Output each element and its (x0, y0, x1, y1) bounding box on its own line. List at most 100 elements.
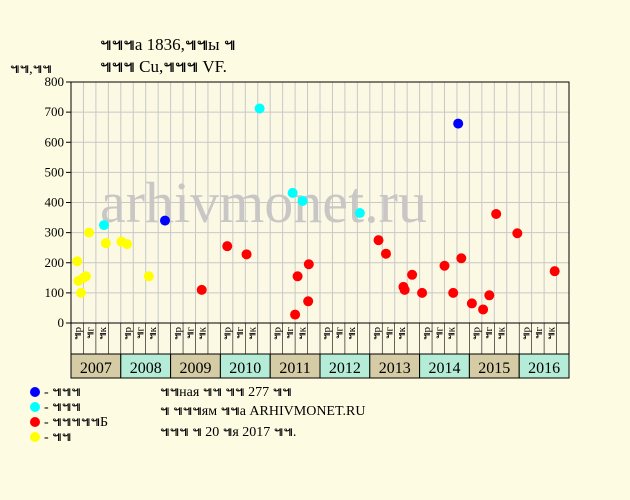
legend: - ๚๚๚- ๚๚๚- ๚๚๚๚๚Б- ๚๚ (30, 385, 108, 445)
legend-marker (30, 402, 40, 412)
x-tick-label: ๚г (134, 327, 146, 340)
chart-title-line2: ๚๚๚ Cu,๚๚๚ VF. (100, 57, 227, 76)
data-point (453, 118, 464, 129)
data-point (512, 228, 523, 239)
y-axis-unit: ๚๚,๚๚ (10, 62, 52, 77)
y-tick-label: 500 (45, 164, 65, 179)
y-tick-label: 0 (58, 315, 65, 330)
legend-label: - ๚๚๚ (44, 400, 81, 415)
data-point (399, 284, 410, 295)
x-tick-label: ๚р (222, 327, 234, 341)
x-tick-label: ๚р (471, 327, 483, 341)
data-point (303, 259, 314, 270)
year-label: 2007 (80, 360, 112, 377)
data-point (72, 256, 83, 267)
year-cell (170, 353, 221, 379)
legend-marker (30, 432, 40, 442)
x-tick-label: ๚г (533, 327, 545, 340)
year-label: 2009 (180, 360, 212, 377)
year-label: 2013 (379, 360, 411, 377)
data-point (143, 271, 154, 282)
x-tick-label: ๚р (321, 327, 333, 341)
x-tick-label: ๚р (520, 327, 532, 341)
year-label: 2015 (478, 360, 510, 377)
data-point (354, 208, 365, 219)
year-cell (518, 353, 570, 379)
data-point (478, 304, 489, 315)
chart-title-line1: ๚๚๚а 1836,๚๚ы ๚ (100, 35, 235, 54)
x-tick-label: ๚к (396, 326, 408, 340)
y-tick-label: 300 (45, 225, 65, 240)
y-tick-label: 600 (45, 134, 65, 149)
year-cell (219, 353, 271, 379)
x-tick-label: ๚р (371, 327, 383, 341)
data-point (80, 271, 91, 282)
x-tick-label: ๚р (122, 327, 134, 341)
data-point (303, 296, 314, 307)
x-tick-label: ๚г (483, 327, 495, 340)
x-tick-label: ๚г (433, 327, 445, 340)
data-point (84, 227, 95, 238)
year-label: 2010 (229, 360, 261, 377)
data-point (159, 215, 170, 226)
data-point (448, 287, 459, 298)
data-point (122, 239, 133, 250)
data-point (373, 235, 384, 246)
x-tick-label: ๚р (421, 327, 433, 341)
x-tick-label: ๚р (271, 327, 283, 341)
legend-marker (30, 387, 40, 397)
x-tick-label: ๚к (346, 326, 358, 340)
data-point (241, 249, 252, 260)
data-point (380, 248, 391, 259)
x-tick-label: ๚к (545, 326, 557, 340)
footer-line3: ๚๚๚ ๚ 20 ๚я 2017 ๚๚. (160, 425, 296, 440)
x-tick-label: ๚г (383, 327, 395, 340)
x-tick-label: ๚р (172, 327, 184, 341)
year-cell (468, 353, 520, 379)
year-label: 2011 (279, 360, 310, 377)
data-point (196, 284, 207, 295)
x-tick-label: ๚к (446, 326, 458, 340)
x-tick-label: ๚к (247, 326, 259, 340)
x-tick-label: ๚г (284, 327, 296, 340)
footer-line1: ๚๚ная ๚๚ ๚๚ 277 ๚๚ (160, 385, 292, 400)
year-cell (70, 353, 122, 379)
data-point (222, 241, 233, 252)
year-label: 2016 (528, 360, 560, 377)
x-tick-label: ๚г (85, 327, 97, 340)
data-point (466, 298, 477, 309)
x-tick-label: ๚к (496, 326, 508, 340)
y-tick-label: 100 (45, 285, 65, 300)
year-cell (269, 353, 321, 379)
data-point (456, 253, 467, 264)
data-point (439, 260, 450, 271)
x-tick-label: ๚р (72, 327, 84, 341)
data-point (292, 271, 303, 282)
x-tick-label: ๚г (234, 327, 246, 340)
data-point (417, 287, 428, 298)
year-label: 2008 (130, 360, 162, 377)
year-cell (369, 353, 421, 379)
y-tick-label: 400 (45, 195, 65, 210)
legend-label: - ๚๚๚๚๚Б (44, 415, 108, 430)
data-point (297, 195, 308, 206)
data-point (75, 287, 86, 298)
year-label: 2014 (429, 360, 461, 377)
legend-label: - ๚๚๚ (44, 385, 81, 400)
data-point (290, 309, 301, 320)
data-point (484, 290, 495, 301)
watermark: arhivmonet.ru (100, 170, 427, 235)
y-tick-label: 800 (45, 74, 65, 89)
data-points (72, 103, 560, 320)
x-tick-label: ๚к (97, 326, 109, 340)
x-tick-label: ๚г (334, 327, 346, 340)
y-tick-label: 200 (45, 255, 65, 270)
x-tick-label: ๚к (197, 326, 209, 340)
year-cell (120, 353, 172, 379)
data-point (100, 238, 111, 249)
data-point (407, 269, 418, 280)
legend-label: - ๚๚ (44, 430, 71, 445)
footer-line2: ๚ ๚๚๚ям ๚๚а ARHIVMONET.RU (160, 404, 365, 419)
x-tick-label: ๚к (296, 326, 308, 340)
